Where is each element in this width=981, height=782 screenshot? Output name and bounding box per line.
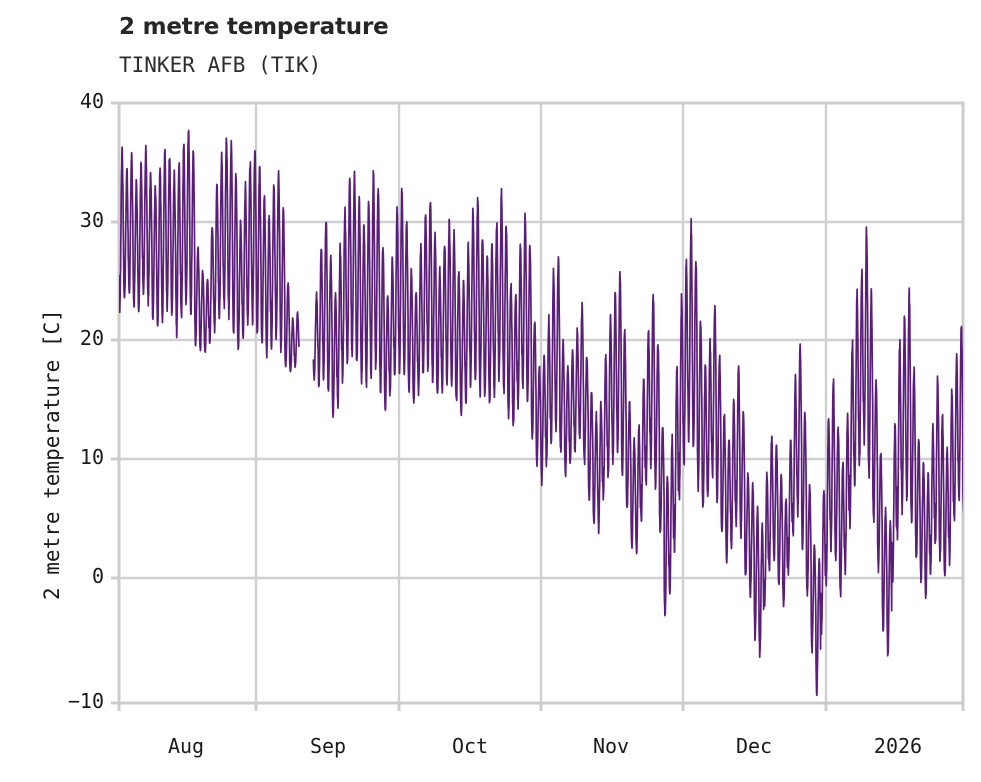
series-line-segment-0 <box>119 129 300 373</box>
series-line-segment-1 <box>312 169 963 697</box>
y-axis-tick-3: 10 <box>79 445 104 469</box>
x-axis-tick-5: 2026 <box>873 734 923 758</box>
x-axis-tick-1: Sep <box>309 734 347 758</box>
y-axis-tick-4: 0 <box>91 564 104 588</box>
y-axis-tick-1: 30 <box>79 208 104 232</box>
x-axis-tick-3: Nov <box>592 734 630 758</box>
y-axis-tick-2: 20 <box>79 326 104 350</box>
y-axis-tick-0: 40 <box>79 89 104 113</box>
page-title: 2 metre temperature <box>119 14 389 40</box>
y-axis-tick-5: −10 <box>67 689 104 713</box>
x-axis-tick-2: Oct <box>451 734 489 758</box>
x-axis-tick-0: Aug <box>167 734 205 758</box>
temperature-series <box>119 129 963 697</box>
chart-subtitle: TINKER AFB (TIK) <box>119 53 322 77</box>
axis-tickmarks <box>111 101 965 711</box>
x-axis-tick-4: Dec <box>735 734 773 758</box>
